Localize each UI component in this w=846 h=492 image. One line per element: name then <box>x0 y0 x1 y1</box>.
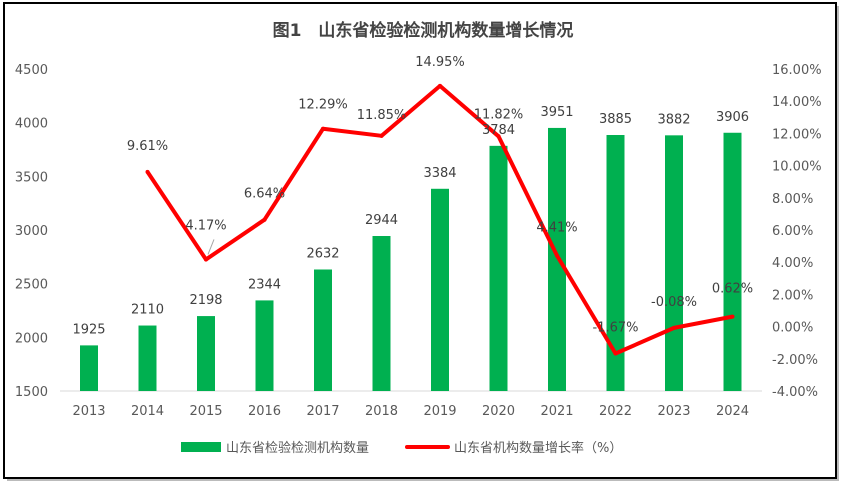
x-tick-label: 2022 <box>599 404 632 419</box>
bar-2023 <box>665 135 683 391</box>
line-point-2017 <box>321 126 325 131</box>
x-tick-label: 2017 <box>306 404 339 419</box>
bar-data-label: 2944 <box>365 213 398 228</box>
legend-line-label: 山东省机构数量增长率（%） <box>454 440 622 456</box>
y-right-tick-label: 0.00% <box>772 321 813 336</box>
line-data-label: 11.82% <box>474 107 524 122</box>
bar-2022 <box>606 135 625 391</box>
line-data-label: 12.29% <box>298 98 348 113</box>
chart-title: 图1 山东省检验检测机构数量增长情况 <box>273 20 574 41</box>
x-tick-label: 2021 <box>540 404 573 419</box>
line-data-label: -0.08% <box>651 295 697 310</box>
x-tick-label: 2016 <box>248 404 281 419</box>
bar-data-label: 3906 <box>716 110 749 125</box>
line-point-2014 <box>145 169 150 174</box>
line-data-label: 6.64% <box>244 187 285 202</box>
bar-data-label: 2198 <box>189 293 222 308</box>
bar-data-label: 3784 <box>482 123 515 138</box>
y-left-tick-label: 2000 <box>15 331 48 346</box>
x-tick-label: 2019 <box>423 404 456 419</box>
legend-bar-swatch <box>181 442 221 452</box>
y-left-tick-label: 4000 <box>15 117 48 132</box>
y-right-tick-label: 6.00% <box>772 224 813 239</box>
y-right-tick-label: 8.00% <box>772 192 813 207</box>
y-left-tick-label: 2500 <box>15 278 48 293</box>
line-point-2018 <box>379 133 384 138</box>
legend-bar-label: 山东省检验检测机构数量 <box>226 440 369 456</box>
bar-data-label: 2344 <box>248 277 281 292</box>
legend: 山东省检验检测机构数量 山东省机构数量增长率（%） <box>181 440 622 456</box>
line-point-2019 <box>438 83 442 88</box>
bar-2020 <box>489 145 508 391</box>
line-point-2020 <box>496 134 501 139</box>
y-right-tick-label: 10.00% <box>772 160 822 175</box>
y-left-tick-label: 3500 <box>15 170 48 185</box>
line-point-2021 <box>555 253 559 258</box>
bar-data-label: 3951 <box>540 105 573 120</box>
y-right-tick-label: -4.00% <box>772 385 818 400</box>
line-data-label: 14.95% <box>415 55 465 70</box>
x-tick-label: 2015 <box>189 404 222 419</box>
bar-2019 <box>431 188 449 391</box>
bar-2015 <box>197 316 215 391</box>
x-tick-label: 2020 <box>482 404 515 419</box>
bar-data-label: 3882 <box>657 112 690 127</box>
y-right-tick-label: 2.00% <box>772 288 813 303</box>
y-left-tick-label: 1500 <box>15 385 48 400</box>
y-right-tick-label: 14.00% <box>772 95 822 110</box>
bar-2018 <box>372 236 391 391</box>
bar-data-label: 1925 <box>72 322 105 337</box>
y-right-tick-label: 16.00% <box>772 63 822 78</box>
bar-data-label: 3885 <box>599 112 632 127</box>
line-point-2016 <box>262 217 267 222</box>
y-right-tick-label: 12.00% <box>772 127 822 142</box>
bar-data-label: 3384 <box>423 166 456 181</box>
line-data-label: 11.85% <box>357 108 407 123</box>
bar-2024 <box>723 132 742 392</box>
y-right-tick-label: 4.00% <box>772 256 813 271</box>
y-left-tick-label: 4500 <box>15 63 48 78</box>
line-data-label: -1.67% <box>593 320 639 335</box>
x-tick-label: 2013 <box>72 404 105 419</box>
y-left-tick-label: 3000 <box>15 224 48 239</box>
x-tick-label: 2014 <box>131 404 164 419</box>
bar-data-label: 2110 <box>131 303 164 318</box>
line-data-label: 0.62% <box>712 282 753 297</box>
bar-2016 <box>255 300 274 391</box>
x-tick-label: 2024 <box>716 404 749 419</box>
chart-frame <box>3 2 837 479</box>
bar-2013 <box>80 345 98 391</box>
x-tick-label: 2023 <box>657 404 690 419</box>
line-point-2024 <box>730 314 735 319</box>
line-point-2023 <box>672 325 676 330</box>
line-data-label: 9.61% <box>127 139 168 154</box>
leader-line <box>207 239 215 255</box>
bar-2017 <box>314 269 332 391</box>
line-point-2022 <box>613 351 618 356</box>
line-point-2015 <box>204 257 208 262</box>
line-data-label: 4.41% <box>536 221 577 236</box>
line-data-label: 4.17% <box>185 218 226 233</box>
bar-2014 <box>138 325 157 391</box>
bar-data-label: 2632 <box>306 246 339 261</box>
y-right-tick-label: -2.00% <box>772 353 818 368</box>
x-tick-label: 2018 <box>365 404 398 419</box>
